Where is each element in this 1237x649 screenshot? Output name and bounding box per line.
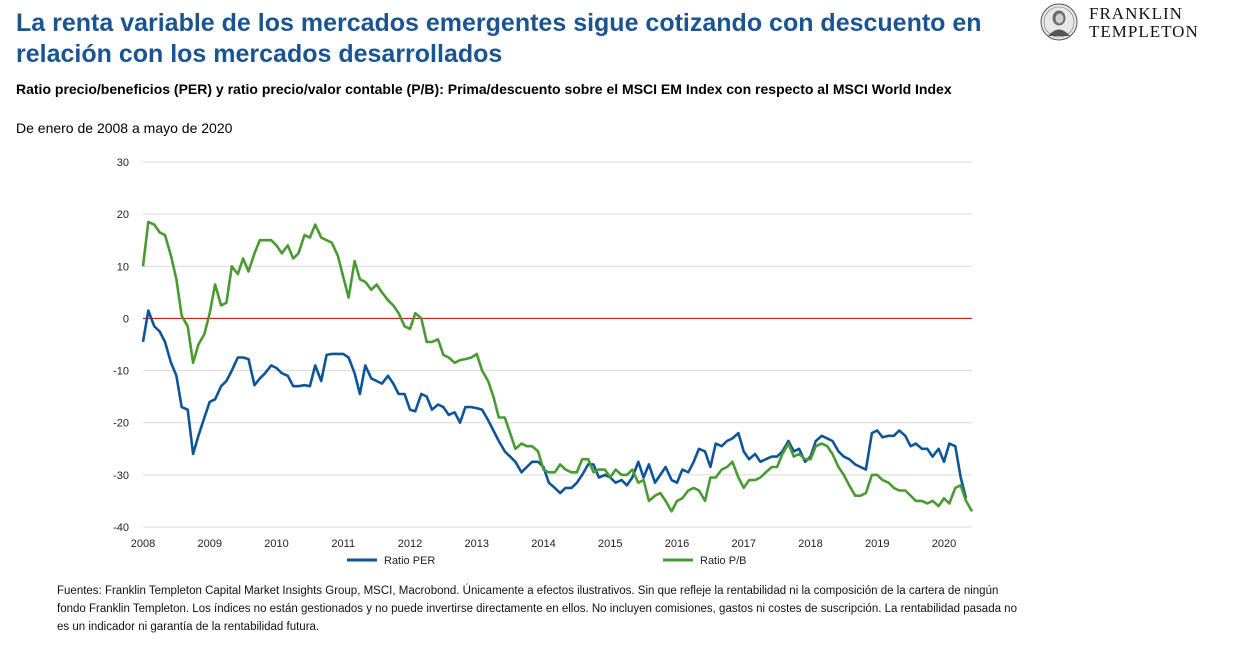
franklin-templeton-logo: FRANKLIN TEMPLETON	[1040, 3, 1225, 43]
x-tick-label: 2016	[665, 538, 689, 550]
sources-footnote: Fuentes: Franklin Templeton Capital Mark…	[57, 585, 1017, 633]
y-tick-label: 0	[123, 313, 129, 325]
page-title: La renta variable de los mercados emerge…	[16, 9, 982, 68]
y-tick-label: 20	[117, 209, 129, 221]
y-tick-label: 10	[117, 261, 129, 273]
chart-series	[141, 220, 974, 513]
chart-gridlines	[143, 161, 972, 528]
legend-label: Ratio P/B	[700, 555, 746, 567]
logo-line-2: TEMPLETON	[1089, 22, 1199, 41]
y-axis-ticks: 30 20 10 0 -10 -20 -30 -40	[113, 157, 129, 534]
y-tick-label: 30	[117, 157, 129, 169]
logo-line-1: FRANKLIN	[1089, 4, 1183, 23]
x-tick-label: 2017	[731, 538, 755, 550]
x-tick-label: 2019	[865, 538, 889, 550]
chart-legend: Ratio PER Ratio P/B	[347, 555, 746, 567]
y-tick-label: -40	[113, 522, 129, 534]
y-tick-label: -30	[113, 470, 129, 482]
date-range: De enero de 2008 a mayo de 2020	[16, 120, 233, 136]
x-tick-label: 2015	[598, 538, 622, 550]
logo-wordmark: FRANKLIN TEMPLETON	[1089, 5, 1199, 41]
x-tick-label: 2009	[198, 538, 222, 550]
x-tick-label: 2012	[398, 538, 422, 550]
x-tick-label: 2011	[331, 538, 355, 550]
x-tick-label: 2013	[464, 538, 488, 550]
series-line	[141, 220, 974, 513]
x-axis-ticks: 2008 2009 2010 2011 2012 2013 2014 2015 2016 2017…	[131, 538, 956, 550]
franklin-portrait-icon	[1040, 3, 1078, 41]
x-tick-label: 2020	[932, 538, 956, 550]
x-tick-label: 2014	[531, 538, 555, 550]
series-line	[141, 309, 968, 499]
x-tick-label: 2010	[264, 538, 288, 550]
y-tick-label: -10	[113, 366, 129, 378]
legend-label: Ratio PER	[384, 555, 435, 567]
x-tick-label: 2008	[131, 538, 155, 550]
chart-subtitle: Ratio precio/beneficios (PER) y ratio pr…	[16, 81, 952, 97]
y-tick-label: -20	[113, 418, 129, 430]
x-tick-label: 2018	[798, 538, 822, 550]
